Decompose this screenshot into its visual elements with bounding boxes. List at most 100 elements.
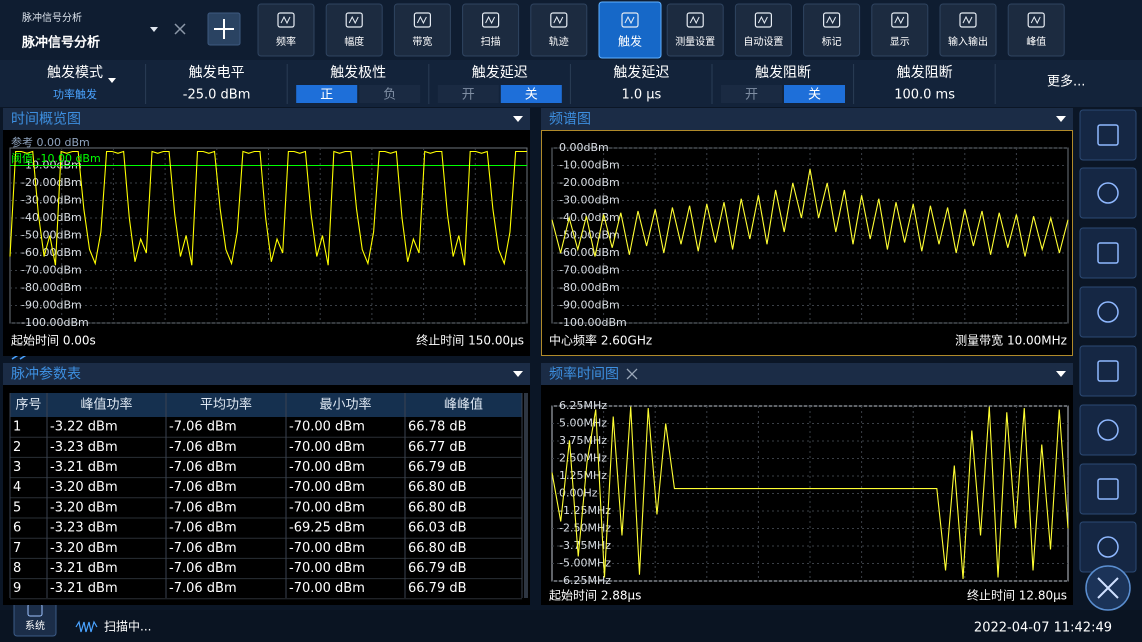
toolbar-label: 标记 — [822, 36, 842, 48]
toolbar-label: 触发 — [618, 34, 642, 49]
side-button[interactable] — [1080, 346, 1136, 396]
table-cell: -3.20 dBm — [50, 500, 118, 515]
table-cell: -69.25 dBm — [289, 521, 365, 536]
y-tick-label: -6.25MHz — [559, 574, 611, 587]
setting-value[interactable]: 100.0 ms — [894, 88, 955, 103]
toolbar-label: 自动设置 — [743, 35, 783, 48]
y-tick-label: 3.75MHz — [559, 434, 607, 447]
column-header: 峰峰值 — [444, 397, 483, 413]
toolbar-button[interactable] — [940, 4, 996, 56]
side-button[interactable] — [1080, 168, 1136, 218]
panel-header — [3, 363, 530, 385]
option-label: 正 — [320, 88, 333, 103]
table-cell: -3.21 dBm — [50, 561, 118, 576]
table-cell: 2 — [13, 440, 21, 455]
table-cell: -3.21 dBm — [50, 581, 118, 596]
table-cell: 66.80 dB — [408, 500, 467, 515]
panel-title: 频谱图 — [549, 112, 591, 128]
toolbar-button[interactable] — [804, 4, 860, 56]
footer-left: 中心频率 2.60GHz — [549, 333, 652, 348]
table-cell: -7.06 dBm — [169, 480, 237, 495]
toolbar-button[interactable] — [258, 4, 314, 56]
toolbar-button[interactable] — [667, 4, 723, 56]
table-cell: 3 — [13, 460, 21, 475]
panel-header — [3, 108, 530, 130]
side-button[interactable] — [1080, 464, 1136, 514]
app-name[interactable]: 脉冲信号分析 — [21, 35, 100, 51]
option-label: 关 — [808, 88, 821, 103]
y-tick-label: -50.00dBm — [21, 229, 82, 242]
setting-value[interactable]: -25.0 dBm — [183, 88, 251, 103]
table-cell: 66.79 dB — [408, 581, 467, 596]
option-label: 开 — [745, 88, 758, 103]
table-cell: 6 — [13, 521, 21, 536]
toolbar-button[interactable] — [326, 4, 382, 56]
setting-label: 触发阻断 — [755, 65, 811, 81]
footer-right: 终止时间 150.00µs — [416, 333, 524, 348]
side-button[interactable] — [1080, 110, 1136, 160]
toolbar-button[interactable] — [1008, 4, 1064, 56]
table-cell: -70.00 dBm — [289, 500, 365, 515]
toolbar-label: 幅度 — [344, 35, 364, 48]
side-button[interactable] — [1080, 287, 1136, 337]
app-caption: 脉冲信号分析 — [22, 11, 82, 24]
more-button[interactable]: 更多... — [1047, 74, 1085, 90]
table-cell: -7.06 dBm — [169, 420, 237, 435]
column-header: 序号 — [15, 398, 41, 413]
setting-value[interactable]: 1.0 µs — [621, 88, 661, 103]
toolbar-button[interactable] — [531, 4, 587, 56]
toolbar-button[interactable] — [599, 2, 661, 58]
setting-label: 触发延迟 — [613, 65, 669, 81]
table-cell: -3.23 dBm — [50, 440, 118, 455]
table-cell: -7.06 dBm — [169, 460, 237, 475]
toolbar-button[interactable] — [735, 4, 791, 56]
toolbar-button[interactable] — [463, 4, 519, 56]
y-tick-label: -90.00dBm — [21, 299, 82, 312]
table-cell: -3.20 dBm — [50, 480, 118, 495]
column-header: 最小功率 — [319, 397, 371, 413]
table-cell: 5 — [13, 500, 21, 515]
toolbar-button[interactable] — [872, 4, 928, 56]
table-cell: -70.00 dBm — [289, 581, 365, 596]
side-button[interactable] — [1080, 228, 1136, 278]
table-cell: -3.22 dBm — [50, 420, 118, 435]
side-button[interactable] — [1080, 522, 1136, 572]
table-cell: 66.77 dB — [408, 440, 467, 455]
table-cell: -70.00 dBm — [289, 460, 365, 475]
table-cell: 1 — [13, 420, 21, 435]
footer-right: 测量带宽 10.00MHz — [955, 333, 1067, 348]
toolbar-label: 带宽 — [412, 35, 432, 48]
y-tick-label: -20.00dBm — [559, 176, 620, 189]
table-cell: -70.00 dBm — [289, 440, 365, 455]
footer-left: 起始时间 2.88µs — [549, 589, 641, 603]
panel-header — [541, 363, 1073, 385]
toolbar-button[interactable] — [394, 4, 450, 56]
setting-label: 触发阻断 — [897, 65, 953, 81]
y-tick-label: -100.00dBm — [559, 316, 627, 329]
scan-state: 扫描中... — [104, 619, 151, 634]
y-tick-label: -80.00dBm — [559, 281, 620, 294]
table-cell: 66.79 dB — [408, 460, 467, 475]
toolbar-label: 测量设置 — [675, 35, 715, 48]
table-cell: 66.80 dB — [408, 541, 467, 556]
table-cell: -70.00 dBm — [289, 561, 365, 576]
panel-title: 频率时间图 — [549, 366, 619, 383]
datetime: 2022-04-07 11:42:49 — [974, 621, 1112, 636]
side-button[interactable] — [1080, 405, 1136, 455]
option-label: 开 — [462, 88, 475, 103]
table-cell: -7.06 dBm — [169, 440, 237, 455]
setting-label: 触发电平 — [189, 65, 245, 81]
footer-left: 起始时间 0.00s — [11, 334, 96, 348]
option-label: 关 — [525, 88, 538, 103]
option-label: 负 — [383, 88, 396, 103]
y-tick-label: -80.00dBm — [21, 281, 82, 294]
y-tick-label: -60.00dBm — [21, 246, 82, 259]
table-cell: -7.06 dBm — [169, 561, 237, 576]
threshold-label: 阈值 -10.00 dBm — [11, 151, 101, 165]
setting-label: 触发极性 — [330, 65, 386, 81]
setting-value[interactable]: 功率触发 — [53, 87, 97, 101]
y-tick-label: -2.50MHz — [559, 522, 611, 535]
setting-label: 触发延迟 — [472, 65, 528, 81]
y-tick-label: -1.25MHz — [559, 504, 611, 517]
table-cell: 66.78 dB — [408, 420, 467, 435]
